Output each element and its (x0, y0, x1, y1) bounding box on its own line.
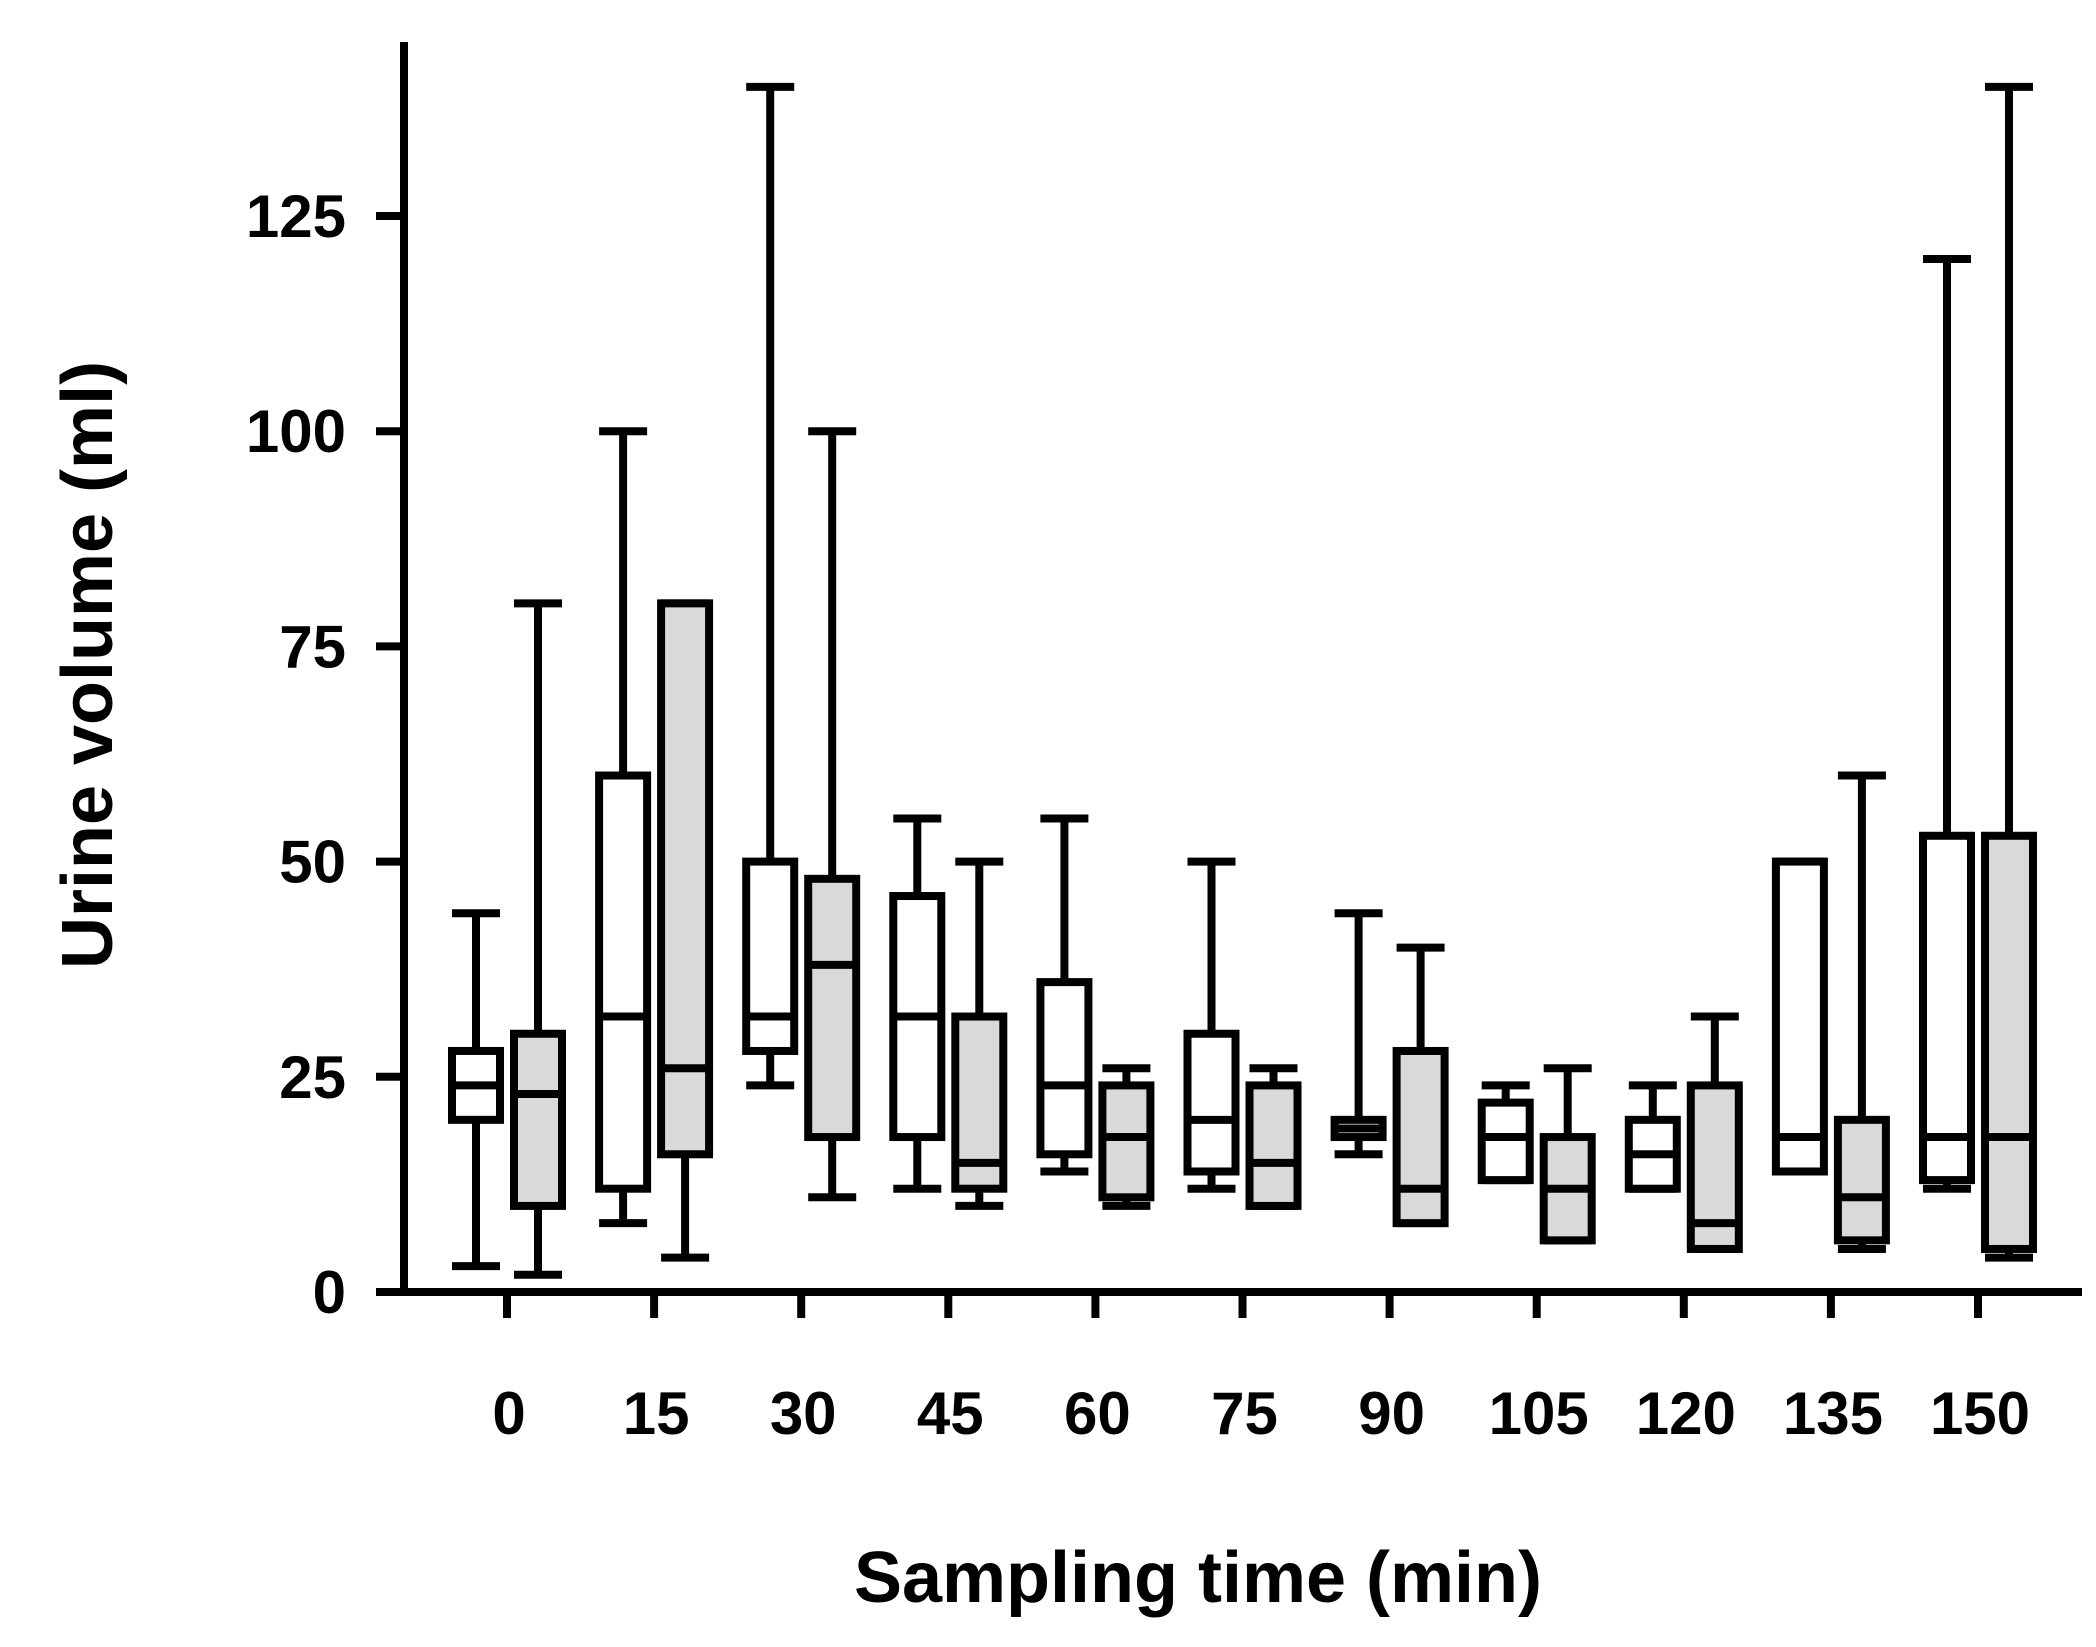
box-series-layer (448, 82, 2037, 1279)
box-2-15 (657, 599, 714, 1262)
x-tick-label: 45 (917, 1380, 984, 1447)
box-1-15 (595, 427, 652, 1228)
y-tick-label: 125 (246, 183, 346, 250)
y-tick-label: 0 (313, 1259, 346, 1326)
x-tick-label: 0 (492, 1380, 525, 1447)
box-1-120 (1624, 1081, 1681, 1193)
box-rect (804, 874, 861, 1142)
box-rect (1981, 831, 2037, 1253)
box-2-105 (1539, 1064, 1596, 1245)
y-tick-label: 25 (279, 1044, 346, 1111)
x-tick-label: 15 (623, 1380, 690, 1447)
box-rect (1771, 857, 1828, 1176)
y-tick-label: 100 (246, 398, 346, 465)
box-rect (1833, 1115, 1890, 1245)
box-1-0 (448, 909, 504, 1271)
y-axis: 0 25 50 75 100 125 (246, 42, 408, 1326)
box-1-75 (1183, 857, 1240, 1193)
box-1-90 (1330, 909, 1387, 1159)
box-rect (1919, 831, 1975, 1185)
box-1-135 (1771, 857, 1828, 1176)
box-2-120 (1686, 1012, 1743, 1253)
x-axis: 0 15 30 45 60 75 90 105 120 135 150 (400, 1288, 2082, 1447)
box-rect (510, 1029, 566, 1210)
y-tick-label: 50 (279, 829, 346, 896)
box-2-90 (1392, 943, 1449, 1228)
x-tick-label: 90 (1358, 1380, 1425, 1447)
box-rect (1245, 1081, 1302, 1210)
box-1-150 (1919, 255, 1975, 1193)
x-tick-label: 30 (770, 1380, 837, 1447)
box-rect (595, 771, 652, 1193)
x-tick-label: 135 (1783, 1380, 1883, 1447)
box-2-30 (804, 427, 861, 1202)
y-tick-label: 75 (279, 613, 346, 680)
box-rect (657, 599, 714, 1159)
box-rect (1183, 1029, 1240, 1176)
box-rect (742, 857, 799, 1055)
x-tick-label: 75 (1211, 1380, 1278, 1447)
box-2-45 (951, 857, 1008, 1210)
box-2-0 (510, 599, 566, 1279)
box-rect (1477, 1098, 1534, 1185)
box-2-75 (1245, 1064, 1302, 1210)
box-rect (1036, 978, 1093, 1159)
x-tick-label: 105 (1489, 1380, 1589, 1447)
box-1-45 (889, 814, 946, 1193)
x-tick-label: 60 (1064, 1380, 1131, 1447)
box-rect (1392, 1046, 1449, 1228)
x-axis-title: Sampling time (min) (854, 1538, 1542, 1618)
box-rect (1098, 1081, 1155, 1202)
x-tick-label: 150 (1930, 1380, 2030, 1447)
x-tick-label: 120 (1636, 1380, 1736, 1447)
y-axis-title: Urine volume (ml) (48, 361, 128, 969)
box-2-150 (1981, 82, 2037, 1262)
box-2-135 (1833, 771, 1890, 1253)
box-2-60 (1098, 1064, 1155, 1210)
box-1-105 (1477, 1081, 1534, 1185)
box-1-60 (1036, 814, 1093, 1176)
box-1-30 (742, 82, 799, 1090)
